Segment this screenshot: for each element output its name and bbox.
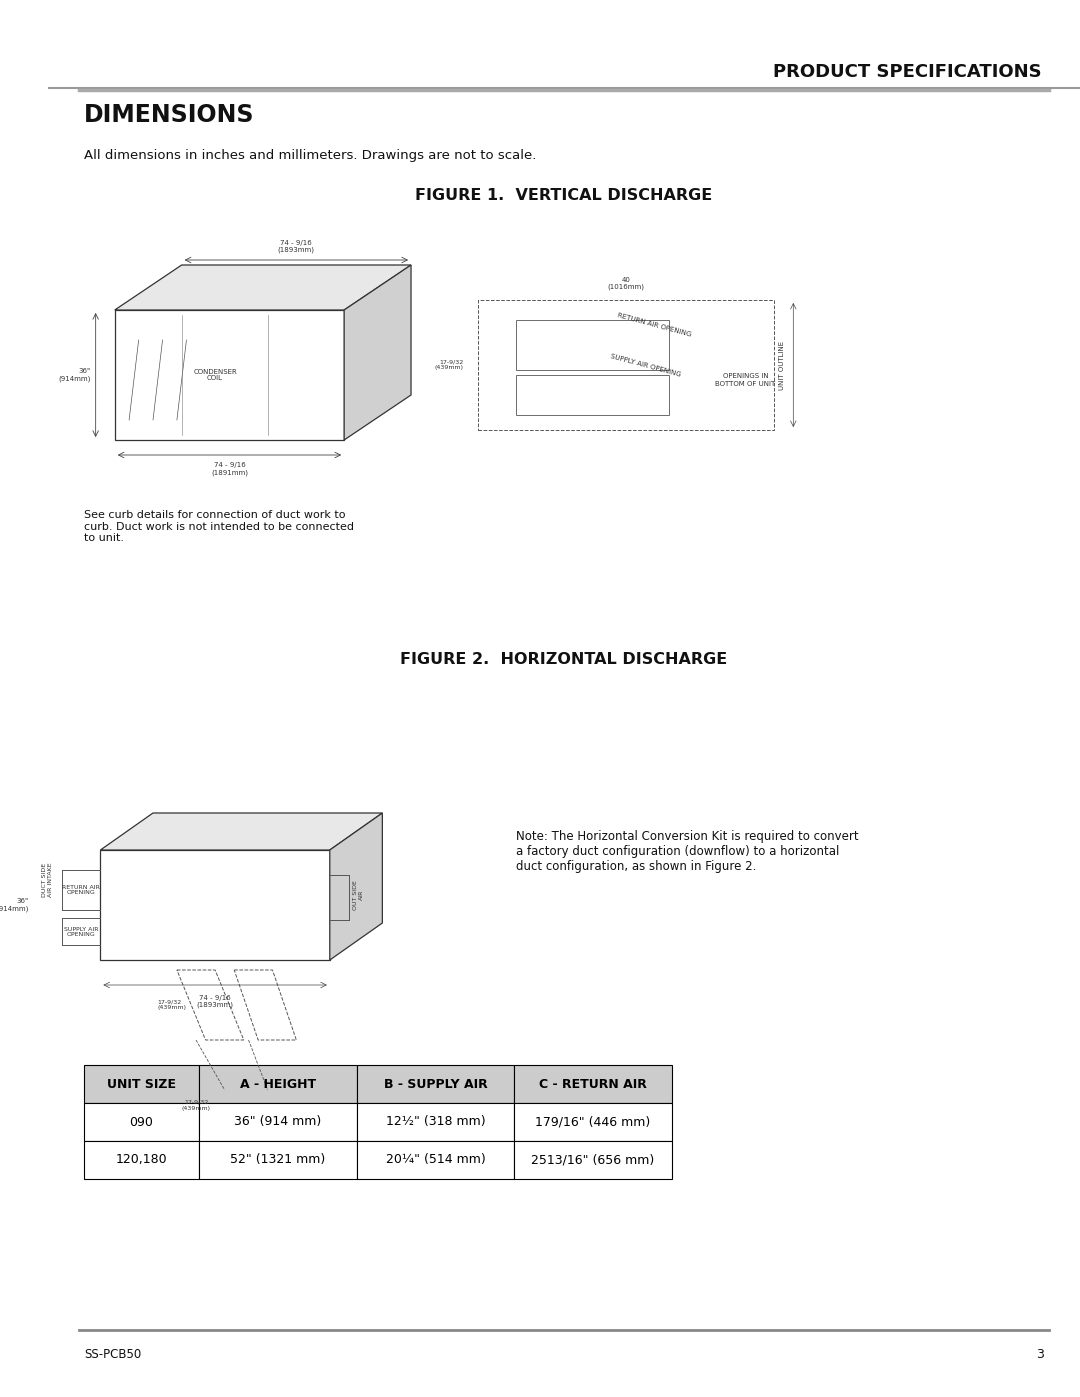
Text: C - RETURN AIR: C - RETURN AIR — [539, 1077, 647, 1091]
Text: 17-9/32
(439mm): 17-9/32 (439mm) — [158, 1000, 187, 1010]
Text: Note: The Horizontal Conversion Kit is required to convert
a factory duct config: Note: The Horizontal Conversion Kit is r… — [516, 830, 859, 873]
Bar — [199, 1104, 356, 1141]
Bar — [199, 1141, 356, 1179]
Text: 17-9/32
(439mm): 17-9/32 (439mm) — [434, 359, 463, 370]
Polygon shape — [329, 813, 382, 960]
Text: B - SUPPLY AIR: B - SUPPLY AIR — [383, 1077, 487, 1091]
Text: 36" (914 mm): 36" (914 mm) — [234, 1115, 322, 1129]
Text: All dimensions in inches and millimeters. Drawings are not to scale.: All dimensions in inches and millimeters… — [84, 148, 537, 162]
Bar — [84, 1141, 199, 1179]
Polygon shape — [345, 265, 411, 440]
Text: RETURN AIR
OPENING: RETURN AIR OPENING — [63, 884, 100, 895]
Bar — [356, 1104, 514, 1141]
Text: DUCT SIDE
AIR INTAKE: DUCT SIDE AIR INTAKE — [42, 863, 53, 897]
Text: 74 - 9/16
(1893mm): 74 - 9/16 (1893mm) — [197, 995, 233, 1009]
Bar — [514, 1065, 672, 1104]
Text: 74 - 9/16
(1891mm): 74 - 9/16 (1891mm) — [211, 462, 248, 475]
Bar — [356, 1065, 514, 1104]
Bar — [514, 1104, 672, 1141]
Text: A - HEIGHT: A - HEIGHT — [240, 1077, 315, 1091]
Bar — [514, 1141, 672, 1179]
Text: See curb details for connection of duct work to
curb. Duct work is not intended : See curb details for connection of duct … — [84, 510, 354, 543]
Text: PRODUCT SPECIFICATIONS: PRODUCT SPECIFICATIONS — [773, 63, 1042, 81]
Text: 36"
(914mm): 36" (914mm) — [0, 898, 29, 912]
Bar — [84, 1065, 199, 1104]
Text: FIGURE 1.  VERTICAL DISCHARGE: FIGURE 1. VERTICAL DISCHARGE — [416, 187, 713, 203]
Polygon shape — [114, 265, 411, 310]
Bar — [516, 320, 670, 370]
Text: 20¼" (514 mm): 20¼" (514 mm) — [386, 1154, 485, 1166]
Text: OPENINGS IN
BOTTOM OF UNIT: OPENINGS IN BOTTOM OF UNIT — [715, 373, 775, 387]
Text: 40
(1016mm): 40 (1016mm) — [608, 277, 645, 291]
Text: 090: 090 — [130, 1115, 153, 1129]
Text: 179/16" (446 mm): 179/16" (446 mm) — [536, 1115, 651, 1129]
Text: 3: 3 — [1036, 1348, 1043, 1362]
Text: 2513/16" (656 mm): 2513/16" (656 mm) — [531, 1154, 654, 1166]
Text: 17-9/32
(439mm): 17-9/32 (439mm) — [181, 1099, 211, 1111]
Text: DIMENSIONS: DIMENSIONS — [84, 103, 255, 127]
Text: SS-PCB50: SS-PCB50 — [84, 1348, 141, 1362]
Bar — [516, 374, 670, 415]
Text: 74 - 9/16
(1893mm): 74 - 9/16 (1893mm) — [278, 239, 315, 253]
Text: 12½" (318 mm): 12½" (318 mm) — [386, 1115, 485, 1129]
Text: CONDENSER
COIL: CONDENSER COIL — [193, 369, 237, 381]
Text: FIGURE 2.  HORIZONTAL DISCHARGE: FIGURE 2. HORIZONTAL DISCHARGE — [401, 652, 728, 668]
Bar — [478, 300, 774, 430]
Text: UNIT SIZE: UNIT SIZE — [107, 1077, 176, 1091]
Text: OUT SIDE
AIR: OUT SIDE AIR — [353, 880, 364, 909]
Text: 52" (1321 mm): 52" (1321 mm) — [230, 1154, 325, 1166]
Text: 36"
(914mm): 36" (914mm) — [58, 369, 91, 381]
Text: 120,180: 120,180 — [116, 1154, 167, 1166]
Bar — [84, 1104, 199, 1141]
Bar — [356, 1141, 514, 1179]
Polygon shape — [100, 813, 382, 849]
Bar — [199, 1065, 356, 1104]
Text: RETURN AIR OPENING: RETURN AIR OPENING — [617, 313, 692, 338]
Text: SUPPLY AIR OPENING: SUPPLY AIR OPENING — [609, 352, 681, 377]
Text: SUPPLY AIR
OPENING: SUPPLY AIR OPENING — [64, 926, 98, 937]
Text: UNIT OUTLINE: UNIT OUTLINE — [779, 341, 785, 390]
